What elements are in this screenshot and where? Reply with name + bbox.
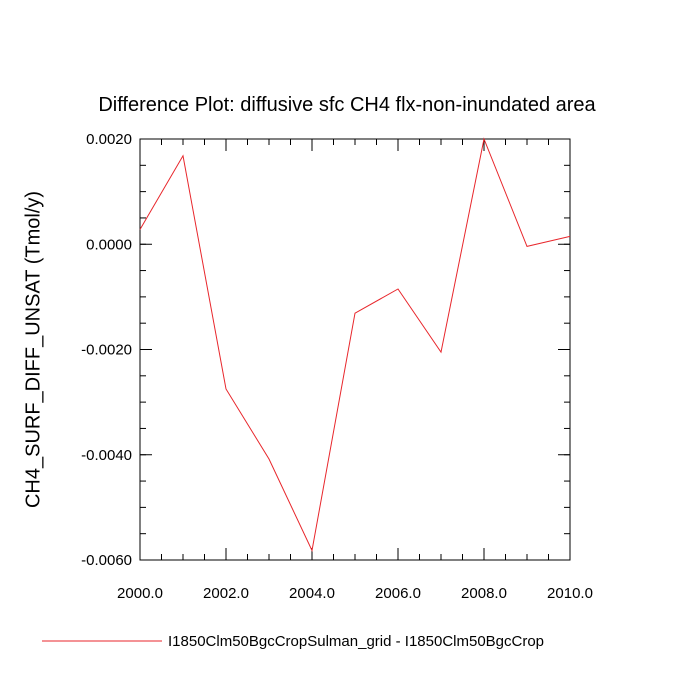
y-tick-label: -0.0040 [81, 447, 132, 464]
series-line [139, 137, 571, 553]
y-tick-label: -0.0060 [81, 552, 132, 569]
plot-area: 0.0020 0.0000 -0.0020 -0.0040 -0.0060 2000.0… [81, 131, 593, 602]
chart-title: Difference Plot: diffusive sfc CH4 flx-n… [98, 94, 596, 116]
x-tick-label: 2004.0 [289, 585, 335, 602]
legend: I1850Clm50BgcCropSulman_grid - I1850Clm5… [42, 633, 544, 650]
x-tick-label: 2008.0 [461, 585, 507, 602]
series-lines [139, 137, 571, 553]
x-tick-label: 2010.0 [547, 585, 593, 602]
x-axis-ticks: 2000.0 2002.0 2004.0 2006.0 2008.0 2010.0 [117, 139, 593, 602]
y-axis-ticks: 0.0020 0.0000 -0.0020 -0.0040 -0.0060 [81, 131, 570, 569]
x-tick-label: 2000.0 [117, 585, 163, 602]
x-tick-label: 2006.0 [375, 585, 421, 602]
x-tick-label: 2002.0 [203, 585, 249, 602]
legend-entry-label: I1850Clm50BgcCropSulman_grid - I1850Clm5… [168, 633, 544, 650]
y-tick-label: 0.0000 [86, 236, 132, 253]
plot-frame [139, 138, 571, 561]
y-tick-label: 0.0020 [86, 131, 132, 148]
y-tick-label: -0.0020 [81, 342, 132, 359]
y-axis-label: CH4_SURF_DIFF_UNSAT (Tmol/y) [22, 191, 44, 508]
